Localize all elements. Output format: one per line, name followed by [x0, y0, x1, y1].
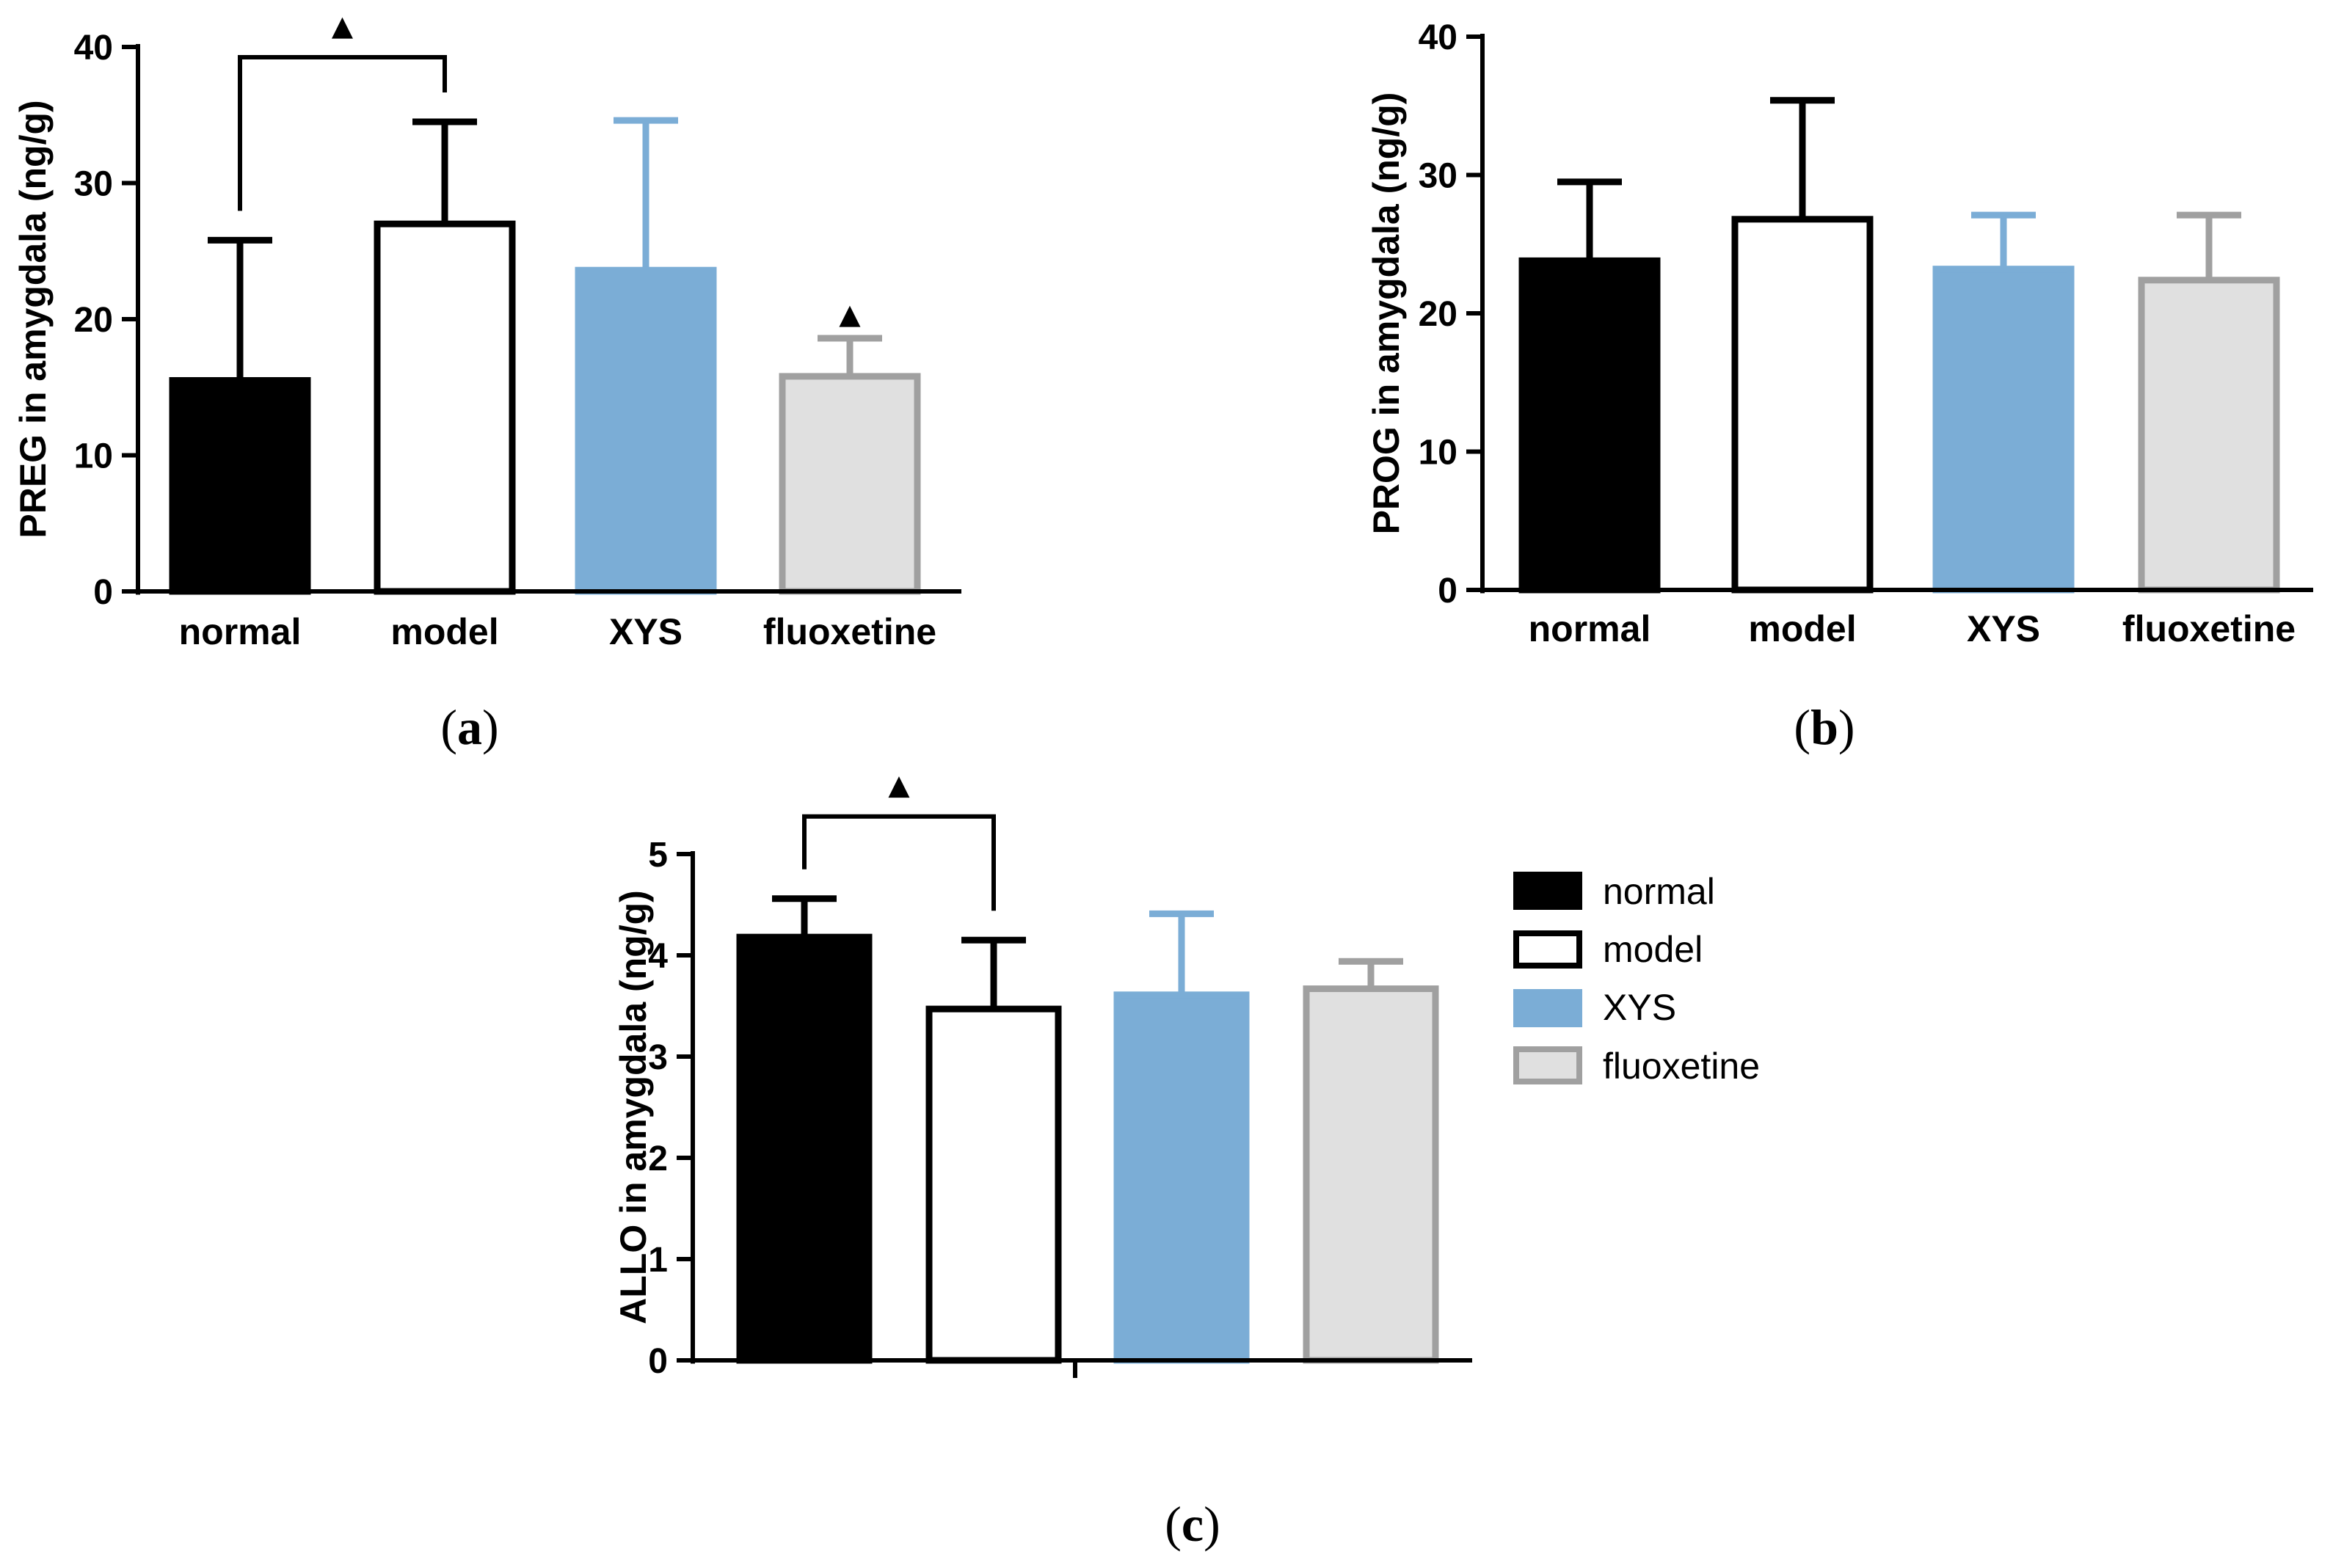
category-label-model: model [390, 611, 498, 652]
panel-caption-a: (a) [440, 699, 498, 755]
y-tick-label: 0 [93, 573, 113, 612]
bar-fluoxetine [2138, 277, 2280, 594]
chart-panel-a: normal model XYS fluoxetine 0 10 20 30 40 PREG in… [12, 10, 961, 652]
category-label-XYS: XYS [1967, 608, 2040, 649]
y-tick-label: 4 [648, 937, 668, 976]
bar-normal [169, 376, 311, 595]
chart-panel-b: normal model XYS fluoxetine 0 10 20 30 40 PROG in… [1366, 18, 2313, 649]
category-label-XYS: XYS [609, 611, 683, 652]
bar-normal [1518, 257, 1661, 594]
bar-fluoxetine [779, 373, 921, 595]
category-label-model: model [1748, 608, 1856, 649]
legend-swatch-XYS [1513, 989, 1582, 1027]
y-tick-label: 20 [74, 301, 113, 340]
y-tick-label: 10 [74, 437, 113, 476]
legend-label-XYS: XYS [1603, 987, 1676, 1028]
legend-swatch-normal [1513, 872, 1582, 910]
y-tick-label: 10 [1419, 434, 1457, 473]
significance-marker: ▲ [839, 298, 861, 330]
y-tick-label: 2 [648, 1139, 668, 1178]
y-tick-label: 3 [648, 1038, 668, 1077]
y-tick-label: 5 [648, 836, 668, 875]
category-label-fluoxetine: fluoxetine [763, 611, 936, 652]
bar-XYS [1932, 266, 2075, 594]
y-tick-label: 0 [648, 1342, 668, 1381]
significance-marker: ▲ [332, 10, 354, 42]
y-axis-label: PREG in amygdala (ng/g) [12, 100, 54, 538]
panel-caption-c: (c) [1165, 1496, 1220, 1552]
category-label-fluoxetine: fluoxetine [2122, 608, 2296, 649]
legend-label-normal: normal [1603, 871, 1715, 912]
bar-model [925, 1005, 1062, 1364]
significance-marker: ▲ [888, 769, 910, 801]
category-label-normal: normal [1529, 608, 1651, 649]
legend: normal model XYS fluoxetine [1513, 871, 1760, 1087]
chart-panel-c: 0 1 2 3 4 5 ALLO in amygdala (ng/g) ▲ [613, 769, 1472, 1381]
bar-model [374, 220, 516, 595]
y-tick-label: 0 [1438, 572, 1457, 610]
y-tick-label: 40 [74, 29, 113, 68]
y-tick-label: 30 [74, 165, 113, 204]
y-axis-label: PROG in amygdala (ng/g) [1366, 92, 1407, 535]
legend-label-model: model [1603, 929, 1703, 970]
bar-XYS [575, 266, 717, 595]
bar-model [1731, 216, 1874, 594]
y-tick-label: 1 [648, 1241, 668, 1280]
y-tick-label: 20 [1419, 295, 1457, 334]
bar-fluoxetine [1303, 985, 1439, 1364]
category-label-normal: normal [179, 611, 302, 652]
bar-normal [736, 933, 873, 1364]
significance-bracket [802, 814, 996, 911]
y-tick-label: 40 [1419, 18, 1457, 57]
legend-swatch-model [1513, 930, 1582, 969]
panel-caption-b: (b) [1794, 699, 1855, 755]
y-tick-label: 30 [1419, 157, 1457, 196]
legend-swatch-fluoxetine [1513, 1046, 1582, 1084]
bar-XYS [1113, 991, 1250, 1364]
significance-bracket [238, 55, 447, 211]
y-axis-label: ALLO in amygdala (ng/g) [613, 890, 654, 1324]
legend-label-fluoxetine: fluoxetine [1603, 1046, 1760, 1087]
